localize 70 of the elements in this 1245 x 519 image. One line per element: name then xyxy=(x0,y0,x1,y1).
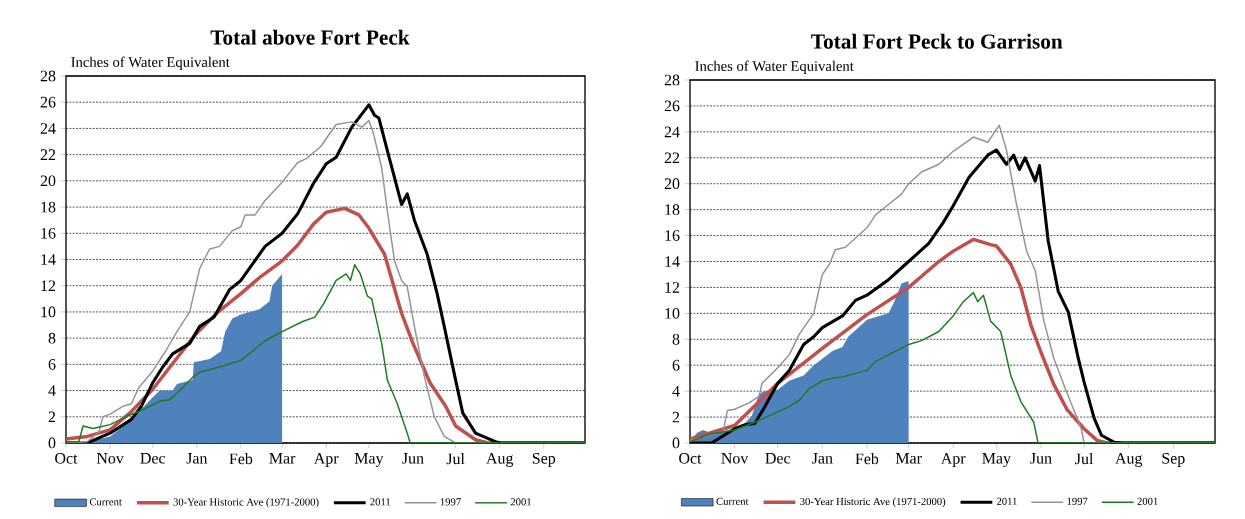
line-series xyxy=(690,291,1216,443)
y-tick-label: 2 xyxy=(48,411,56,423)
y-tick-label: 28 xyxy=(40,70,56,82)
x-tick-label: Nov xyxy=(721,453,749,464)
y-tick-label: 8 xyxy=(48,332,56,344)
y-tick-label: 12 xyxy=(41,280,56,291)
x-tick-label: Apr xyxy=(940,453,966,467)
x-tick-label: Dec xyxy=(765,453,791,464)
x-tick-label: Jun xyxy=(1030,453,1052,464)
x-tick-label: May xyxy=(354,453,384,467)
chart-title: Total above Fort Peck xyxy=(210,29,410,45)
x-tick-label: Sep xyxy=(532,453,556,467)
x-tick-label: Sep xyxy=(1162,453,1185,467)
legend-label: 1997 xyxy=(1067,497,1088,505)
x-tick-label: Aug xyxy=(1115,453,1143,467)
line-series xyxy=(66,264,586,443)
x-tick-label: Oct xyxy=(679,453,702,464)
x-tick-label: Dec xyxy=(140,453,166,464)
y-tick-label: 22 xyxy=(664,152,680,164)
y-tick-label: 24 xyxy=(40,123,56,134)
y-tick-label: 10 xyxy=(665,307,680,319)
y-tick-label: 2 xyxy=(672,411,680,423)
y-tick-label: 14 xyxy=(41,254,56,265)
y-tick-label: 4 xyxy=(48,385,56,396)
y-tick-label: 6 xyxy=(672,359,680,371)
legend-label: 2011 xyxy=(996,497,1017,505)
legend-label: Current xyxy=(89,498,122,506)
y-tick-label: 26 xyxy=(40,96,56,108)
chart-title: Total Fort Peck to Garrison xyxy=(811,33,1063,49)
x-tick-label: Mar xyxy=(895,453,922,464)
y-tick-label: 16 xyxy=(665,230,680,241)
y-tick-label: 6 xyxy=(48,358,56,370)
x-tick-label: Nov xyxy=(96,453,124,464)
legend-label: 30-Year Historic Ave (1971-2000) xyxy=(173,498,319,508)
y-axis-title: Inches of Water Equivalent xyxy=(71,56,230,70)
y-tick-label: 28 xyxy=(664,74,680,86)
legend-label: 30-Year Historic Ave (1971-2000) xyxy=(800,497,946,508)
legend-label: Current xyxy=(716,497,749,505)
x-tick-label: Aug xyxy=(486,453,514,467)
x-tick-label: Apr xyxy=(313,453,339,467)
x-tick-label: Jul xyxy=(1075,453,1094,465)
legend-label: 2011 xyxy=(370,498,391,506)
legend-label: 2001 xyxy=(510,498,531,506)
y-tick-label: 16 xyxy=(41,227,56,239)
x-tick-label: Feb xyxy=(855,453,879,465)
y-tick-label: 14 xyxy=(665,256,680,267)
x-tick-label: Mar xyxy=(269,453,296,464)
x-tick-label: Jan xyxy=(812,453,833,464)
y-tick-label: 0 xyxy=(48,437,56,449)
y-tick-label: 22 xyxy=(40,149,56,160)
y-tick-label: 20 xyxy=(664,178,680,190)
y-tick-label: 0 xyxy=(672,437,680,449)
x-tick-label: Jun xyxy=(402,453,424,464)
x-tick-label: May xyxy=(982,453,1011,467)
y-tick-label: 10 xyxy=(41,306,56,318)
x-tick-label: Jul xyxy=(446,453,465,465)
y-tick-label: 18 xyxy=(665,204,680,216)
y-axis-title: Inches of Water Equivalent xyxy=(695,60,854,74)
y-tick-label: 4 xyxy=(672,385,680,397)
legend-label: 2001 xyxy=(1137,497,1158,505)
x-tick-label: Feb xyxy=(229,453,253,465)
y-tick-label: 20 xyxy=(40,175,56,187)
y-tick-label: 24 xyxy=(664,126,680,138)
y-tick-label: 12 xyxy=(665,282,680,293)
legend-label: 1997 xyxy=(440,498,461,506)
y-tick-label: 18 xyxy=(41,201,56,213)
y-tick-label: 26 xyxy=(664,100,680,112)
x-tick-label: Oct xyxy=(55,453,78,464)
y-tick-label: 8 xyxy=(672,333,680,345)
x-tick-label: Jan xyxy=(186,453,208,464)
